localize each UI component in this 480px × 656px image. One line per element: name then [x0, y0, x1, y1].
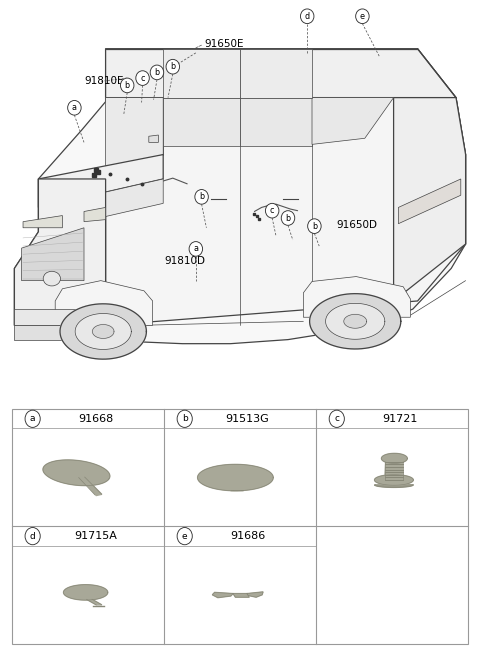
Text: 91810D: 91810D [164, 256, 205, 266]
Polygon shape [63, 584, 108, 600]
Polygon shape [198, 464, 273, 491]
Polygon shape [247, 592, 263, 597]
Ellipse shape [195, 190, 208, 204]
Ellipse shape [25, 527, 40, 544]
Ellipse shape [308, 219, 321, 234]
Polygon shape [312, 98, 394, 144]
Polygon shape [93, 325, 114, 338]
Ellipse shape [150, 65, 164, 80]
Polygon shape [38, 155, 163, 207]
Polygon shape [344, 314, 367, 328]
Text: b: b [286, 213, 290, 222]
Polygon shape [38, 179, 163, 232]
Polygon shape [23, 216, 62, 228]
Polygon shape [384, 462, 403, 480]
Text: 91513G: 91513G [226, 414, 269, 424]
Polygon shape [86, 600, 102, 605]
Text: b: b [182, 415, 188, 423]
Ellipse shape [329, 410, 344, 428]
Text: 91650E: 91650E [204, 39, 243, 49]
Ellipse shape [189, 241, 203, 256]
Polygon shape [240, 49, 312, 98]
Polygon shape [75, 314, 131, 350]
Ellipse shape [177, 527, 192, 544]
Polygon shape [394, 98, 466, 301]
Ellipse shape [356, 9, 369, 24]
Polygon shape [382, 453, 407, 463]
Text: e: e [182, 531, 188, 541]
Ellipse shape [281, 211, 295, 225]
Circle shape [43, 272, 60, 286]
Polygon shape [240, 98, 312, 146]
Text: a: a [30, 415, 36, 423]
Polygon shape [80, 477, 102, 495]
Polygon shape [149, 135, 158, 142]
Ellipse shape [177, 410, 192, 428]
Polygon shape [374, 485, 413, 487]
Text: b: b [125, 81, 130, 90]
Text: e: e [360, 12, 365, 21]
Polygon shape [374, 475, 413, 485]
Polygon shape [163, 98, 240, 146]
Polygon shape [14, 325, 106, 340]
Text: d: d [305, 12, 310, 21]
Ellipse shape [68, 100, 81, 115]
Polygon shape [22, 228, 84, 281]
Polygon shape [60, 304, 146, 359]
Ellipse shape [265, 203, 279, 218]
Text: c: c [140, 73, 145, 83]
Ellipse shape [120, 78, 134, 92]
Ellipse shape [166, 60, 180, 74]
Text: c: c [334, 415, 339, 423]
Text: c: c [270, 206, 275, 215]
Text: b: b [170, 62, 175, 72]
Polygon shape [398, 179, 461, 224]
Text: b: b [155, 68, 159, 77]
Text: 91715A: 91715A [74, 531, 117, 541]
Polygon shape [106, 98, 466, 325]
Text: a: a [72, 103, 77, 112]
Ellipse shape [300, 9, 314, 24]
Text: 91650D: 91650D [336, 220, 377, 230]
Ellipse shape [25, 410, 40, 428]
Text: 91721: 91721 [382, 414, 417, 424]
Polygon shape [325, 303, 385, 339]
Polygon shape [310, 294, 401, 349]
Polygon shape [106, 98, 163, 179]
Text: d: d [30, 531, 36, 541]
Polygon shape [212, 592, 233, 598]
Polygon shape [14, 309, 106, 325]
Text: a: a [193, 245, 198, 253]
Text: 91810E: 91810E [84, 76, 123, 87]
Ellipse shape [136, 71, 149, 85]
Polygon shape [233, 594, 249, 597]
Polygon shape [14, 179, 106, 325]
Text: 91686: 91686 [230, 531, 265, 541]
Polygon shape [163, 49, 240, 98]
Polygon shape [55, 281, 153, 325]
Polygon shape [106, 49, 456, 98]
Polygon shape [14, 49, 466, 344]
Text: b: b [312, 222, 317, 231]
Polygon shape [303, 277, 410, 318]
Text: 91668: 91668 [78, 414, 113, 424]
Polygon shape [84, 207, 106, 222]
Text: b: b [199, 192, 204, 201]
Polygon shape [43, 460, 110, 485]
